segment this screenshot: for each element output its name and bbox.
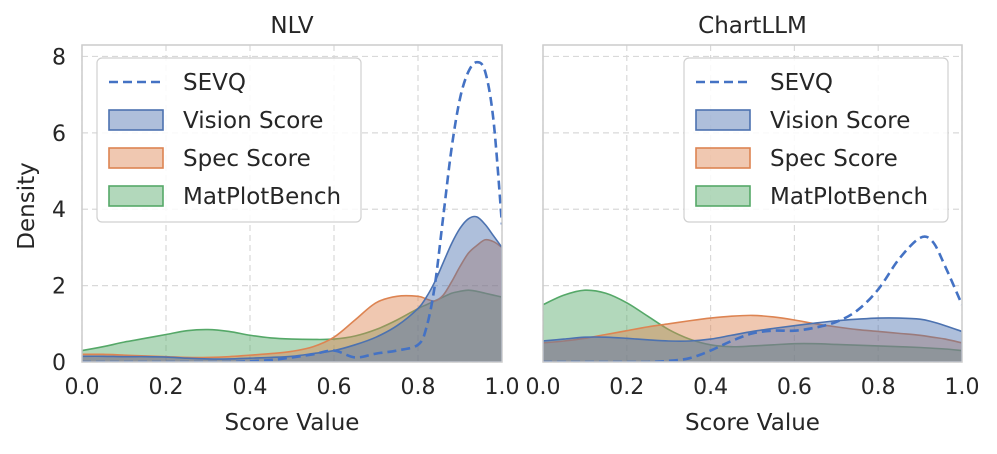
- legend: SEVQ Vision Score Spec Score MatPlotBench: [683, 57, 949, 223]
- y-tick-label: 4: [52, 198, 66, 223]
- legend-swatch-2: [108, 147, 164, 169]
- plot-frame: [542, 44, 963, 363]
- legend-label: Vision Score: [770, 108, 910, 134]
- legend-label: Spec Score: [183, 146, 311, 172]
- legend-swatch-1: [108, 109, 164, 131]
- x-tick-label: 0.6: [317, 375, 352, 400]
- legend-swatch-1: [695, 109, 751, 131]
- plot-frame: [81, 44, 503, 363]
- legend-label: MatPlotBench: [770, 184, 928, 210]
- x-tick-label: 0.0: [65, 375, 100, 400]
- panel-title: ChartLLM: [698, 13, 807, 39]
- legend-label: MatPlotBench: [183, 184, 341, 210]
- x-tick-label: 0.2: [149, 375, 184, 400]
- panel-0: NLV 0.0 0.2 0.4 0.6 0.8 1.0 Score Value 0 2 4 6 8 SEV…: [52, 13, 520, 436]
- legend-swatch-3: [695, 185, 751, 207]
- x-tick-label: 0.6: [777, 375, 812, 400]
- panel-title: NLV: [270, 13, 313, 39]
- y-tick-label: 2: [52, 275, 66, 300]
- legend-box: [96, 57, 362, 223]
- legend-label: SEVQ: [183, 70, 246, 96]
- x-tick-label: 0.4: [233, 375, 268, 400]
- density-area-spec-score: [543, 314, 962, 362]
- panel-1: ChartLLM 0.0 0.2 0.4 0.6 0.8 1.0 Score Value SEV…: [526, 13, 980, 436]
- x-tick-label: 0.4: [693, 375, 728, 400]
- legend-label: Vision Score: [183, 108, 323, 134]
- x-tick-label: 0.8: [861, 375, 896, 400]
- legend: SEVQ Vision Score Spec Score MatPlotBench: [96, 57, 362, 223]
- legend-swatch-3: [108, 185, 164, 207]
- x-tick-label: 1.0: [485, 375, 520, 400]
- density-area-vision-score: [82, 215, 502, 362]
- y-tick-label: 8: [52, 45, 66, 70]
- x-tick-label: 1.0: [945, 375, 980, 400]
- x-tick-label: 0.8: [401, 375, 436, 400]
- x-axis-label: Score Value: [685, 410, 820, 436]
- y-axis-label: Density: [14, 162, 40, 249]
- density-area-matplotbench: [82, 289, 502, 362]
- legend-box: [683, 57, 949, 223]
- density-line-sevq: [543, 235, 962, 362]
- y-tick-label: 6: [52, 122, 66, 147]
- density-area-matplotbench: [543, 289, 962, 362]
- y-tick-label: 0: [52, 351, 66, 376]
- density-line-sevq: [82, 60, 502, 362]
- legend-swatch-2: [695, 147, 751, 169]
- x-axis-label: Score Value: [225, 410, 360, 436]
- x-tick-label: 0.2: [609, 375, 644, 400]
- x-tick-label: 0.0: [526, 375, 561, 400]
- legend-label: Spec Score: [770, 146, 898, 172]
- density-area-vision-score: [543, 317, 962, 362]
- legend-label: SEVQ: [770, 70, 833, 96]
